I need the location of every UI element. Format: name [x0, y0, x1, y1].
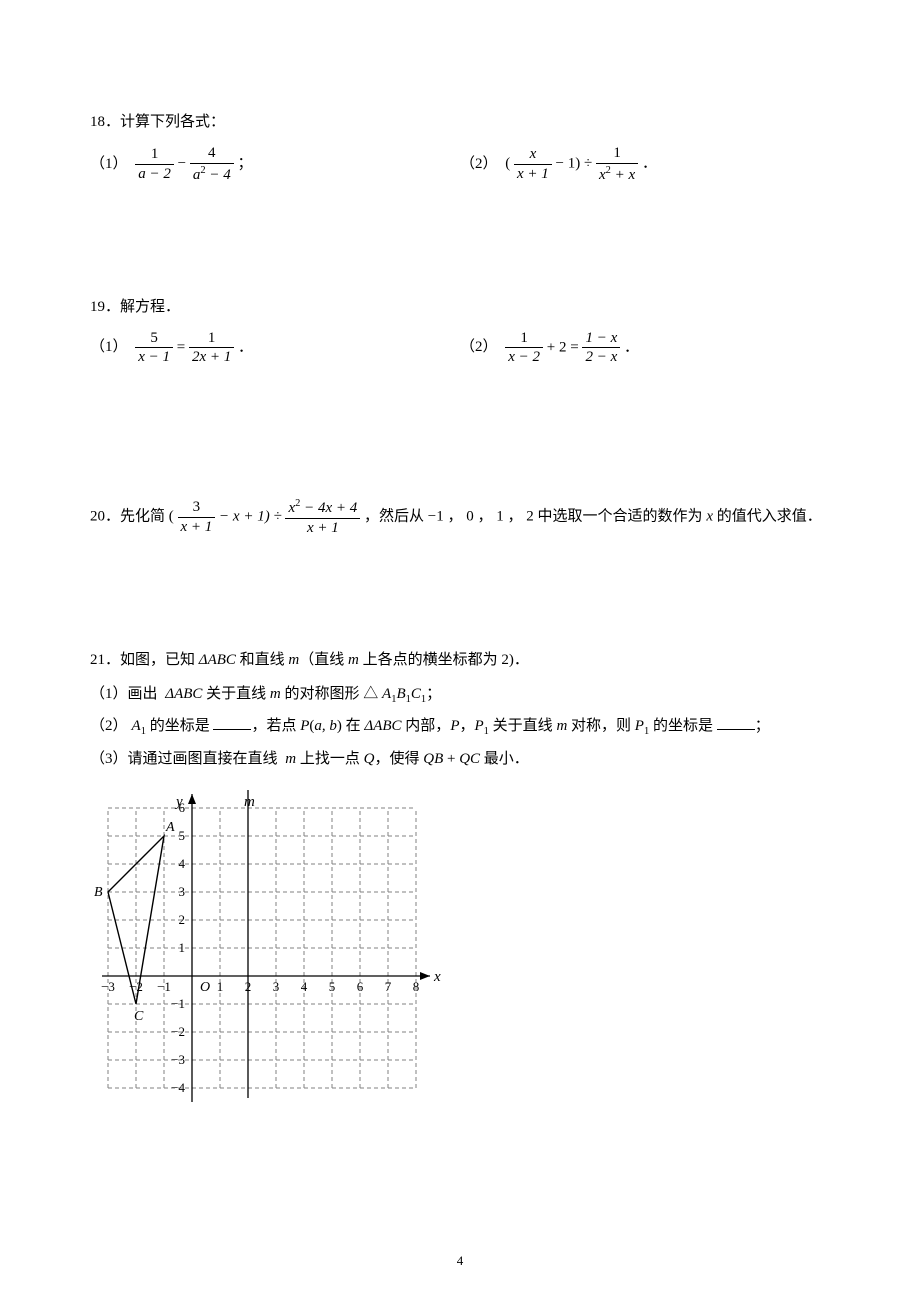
fraction: 4 a2 − 4 — [190, 144, 234, 185]
part-label: （1） — [90, 339, 128, 355]
fraction: 1 a − 2 — [135, 145, 174, 184]
svg-text:−3: −3 — [101, 979, 115, 994]
svg-text:2: 2 — [179, 912, 186, 927]
part-label: （2） — [460, 339, 498, 355]
svg-text:2: 2 — [245, 979, 252, 994]
svg-text:A: A — [165, 820, 175, 835]
open-paren: ( — [505, 156, 510, 172]
part-label: （2） — [460, 156, 498, 172]
svg-text:4: 4 — [301, 979, 308, 994]
problem-21: 21．如图，已知 ΔABC 和直线 m（直线 m 上各点的横坐标都为 2)． — [90, 648, 830, 672]
svg-text:−4: −4 — [171, 1080, 185, 1095]
problem-19-part-2: （2） 1 x − 2 + 2 = 1 − x 2 − x ． — [460, 329, 830, 368]
problem-19: 19．解方程． — [90, 295, 830, 319]
problem-number: 18 — [90, 114, 105, 130]
mid: + 2 = — [547, 339, 583, 355]
problem-19-parts: （1） 5 x − 1 = 1 2x + 1 ． （2） 1 x − 2 + 2… — [90, 329, 830, 368]
svg-text:7: 7 — [385, 979, 392, 994]
problem-number: 20 — [90, 509, 105, 525]
fraction: 3 x + 1 — [178, 498, 216, 537]
mid: − x + 1) ÷ — [219, 509, 285, 525]
tail: ． — [642, 156, 657, 172]
svg-text:y: y — [174, 794, 183, 810]
equals: = — [177, 339, 189, 355]
spacer — [90, 367, 830, 497]
problem-18-part-2: （2） ( x x + 1 − 1) ÷ 1 x2 + x ． — [460, 144, 830, 185]
svg-text:4: 4 — [179, 856, 186, 871]
blank-fill — [717, 714, 755, 730]
graph-svg: −3−2−112345678−4−3−2−1123456OxymABC — [90, 783, 446, 1118]
svg-text:5: 5 — [329, 979, 336, 994]
svg-text:1: 1 — [179, 940, 186, 955]
svg-text:6: 6 — [357, 979, 364, 994]
fraction: 1 x − 2 — [505, 329, 543, 368]
problem-21-q1: （1）画出 ΔABC 关于直线 m 的对称图形 △ A1B1C1； — [90, 682, 830, 709]
page: 18．计算下列各式： （1） 1 a − 2 − 4 a2 − 4 ； （2） … — [0, 0, 920, 1302]
problem-title: ．解方程． — [105, 299, 180, 315]
svg-text:O: O — [200, 980, 210, 995]
fraction: 1 − x 2 − x — [582, 329, 620, 368]
problem-18-part-1: （1） 1 a − 2 − 4 a2 − 4 ； — [90, 144, 460, 185]
fraction: 1 2x + 1 — [189, 329, 234, 368]
svg-text:5: 5 — [179, 828, 186, 843]
minus: − — [178, 156, 190, 172]
part-label: （1） — [90, 156, 128, 172]
spacer — [90, 185, 830, 295]
svg-text:−3: −3 — [171, 1052, 185, 1067]
svg-text:1: 1 — [217, 979, 224, 994]
tail: ； — [237, 156, 252, 172]
svg-text:3: 3 — [179, 884, 186, 899]
svg-text:−2: −2 — [171, 1024, 185, 1039]
problem-20: 20．先化简 ( 3 x + 1 − x + 1) ÷ x2 − 4x + 4 … — [90, 497, 830, 538]
svg-text:x: x — [433, 969, 441, 985]
problem-number: 19 — [90, 299, 105, 315]
text: ．先化简 — [105, 509, 165, 525]
svg-text:C: C — [134, 1009, 144, 1024]
problem-title: ．计算下列各式： — [105, 114, 225, 130]
fraction: x2 − 4x + 4 x + 1 — [285, 497, 360, 538]
problem-21-q3: （3）请通过画图直接在直线 m 上找一点 Q，使得 QB + QC 最小． — [90, 747, 830, 771]
svg-text:−1: −1 — [157, 979, 171, 994]
fraction: x x + 1 — [514, 145, 552, 184]
open-paren: ( — [169, 509, 174, 525]
fraction: 5 x − 1 — [135, 329, 173, 368]
blank-fill — [213, 714, 251, 730]
svg-text:B: B — [94, 885, 103, 900]
problem-18: 18．计算下列各式： — [90, 110, 830, 134]
svg-text:−1: −1 — [171, 996, 185, 1011]
svg-text:m: m — [244, 794, 255, 810]
tail: ． — [624, 339, 639, 355]
svg-text:8: 8 — [413, 979, 420, 994]
problem-18-parts: （1） 1 a − 2 − 4 a2 − 4 ； （2） ( x x + 1 −… — [90, 144, 830, 185]
coordinate-graph: −3−2−112345678−4−3−2−1123456OxymABC — [90, 783, 830, 1118]
fraction: 1 x2 + x — [596, 144, 638, 185]
svg-text:3: 3 — [273, 979, 280, 994]
spacer — [90, 548, 830, 648]
problem-19-part-1: （1） 5 x − 1 = 1 2x + 1 ． — [90, 329, 460, 368]
tail: ． — [238, 339, 253, 355]
mid: − 1) ÷ — [556, 156, 596, 172]
page-number: 4 — [0, 1251, 920, 1272]
problem-21-q2: （2）A1 的坐标是 ，若点 P(a, b) 在 ΔABC 内部，P，P1 关于… — [90, 714, 830, 741]
text: ，然后从 — [364, 509, 424, 525]
problem-number: 21 — [90, 652, 105, 668]
